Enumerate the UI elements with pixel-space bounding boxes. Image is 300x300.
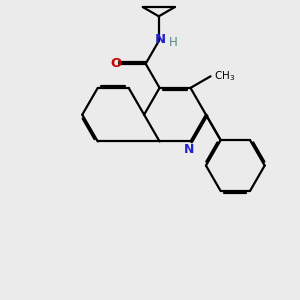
Text: N: N — [155, 33, 166, 46]
Text: H: H — [169, 36, 178, 49]
Text: CH$_3$: CH$_3$ — [214, 69, 235, 83]
Text: N: N — [184, 143, 194, 156]
Text: O: O — [111, 57, 122, 70]
